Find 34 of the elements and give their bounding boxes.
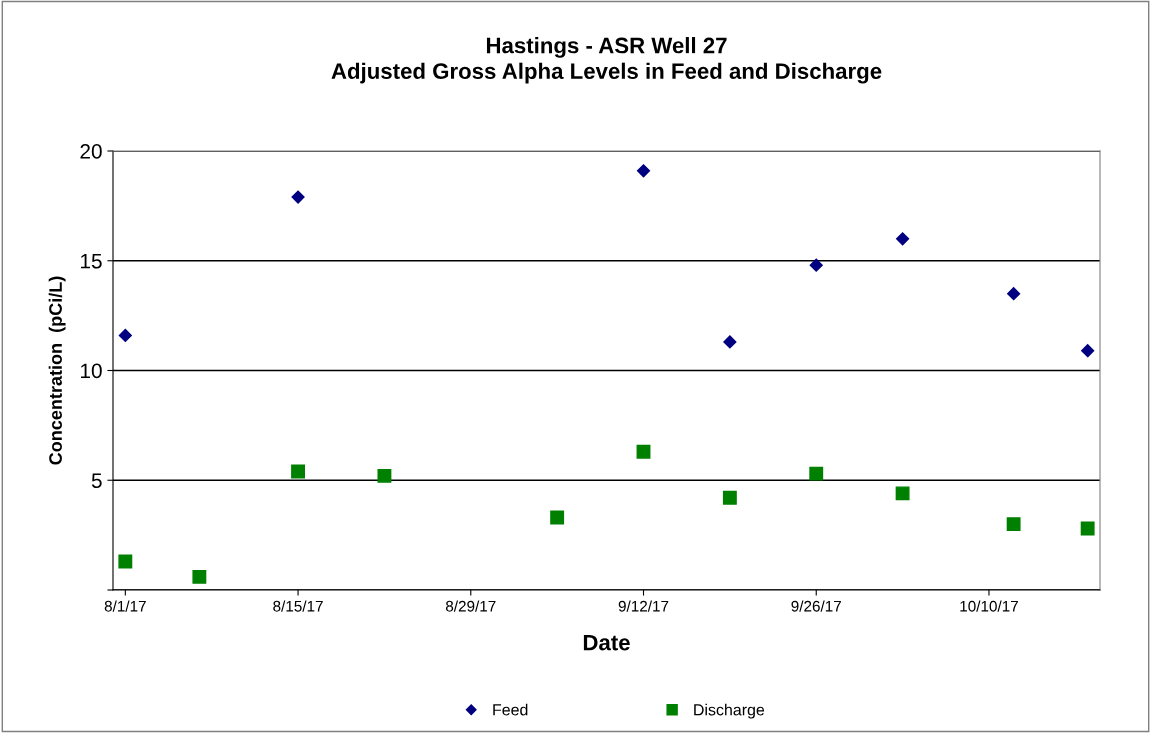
y-tick-label: 15	[81, 253, 102, 269]
point	[1081, 344, 1095, 358]
point	[118, 328, 132, 342]
x-tick-label: 8/15/17	[273, 600, 323, 612]
point	[895, 486, 910, 501]
x-tick-label: 10/10/17	[960, 600, 1018, 612]
point	[1007, 287, 1021, 301]
point	[291, 190, 305, 204]
x-tick-label: 8/1/17	[104, 600, 146, 612]
point	[550, 510, 565, 525]
point	[809, 258, 823, 272]
y-tick-label: 5	[91, 473, 102, 488]
x-tick-label: 9/26/17	[791, 600, 841, 612]
point	[377, 468, 392, 483]
point	[896, 232, 910, 246]
x-axis-title: Date	[583, 634, 630, 651]
x-tick-label: 8/29/17	[445, 600, 496, 612]
chart-title: Hastings - ASR Well 27 Adjusted Gross Alpha Levels in Feed and Discharge	[331, 37, 882, 84]
point	[809, 466, 824, 481]
point	[192, 569, 207, 584]
point	[636, 164, 651, 178]
point	[291, 464, 306, 479]
x-tick-label: 9/12/17	[618, 600, 669, 612]
point	[722, 490, 737, 505]
point	[1080, 521, 1095, 536]
point	[723, 335, 737, 349]
legend-label: Discharge	[694, 703, 765, 719]
point	[1006, 517, 1021, 532]
y-tick-label: 20	[80, 144, 102, 159]
legend-label: Feed	[493, 703, 528, 716]
y-tick-label: 10	[81, 363, 102, 379]
point	[118, 554, 133, 569]
y-axis-title: Concentration (pCi/L)	[48, 276, 66, 465]
point	[636, 444, 651, 459]
